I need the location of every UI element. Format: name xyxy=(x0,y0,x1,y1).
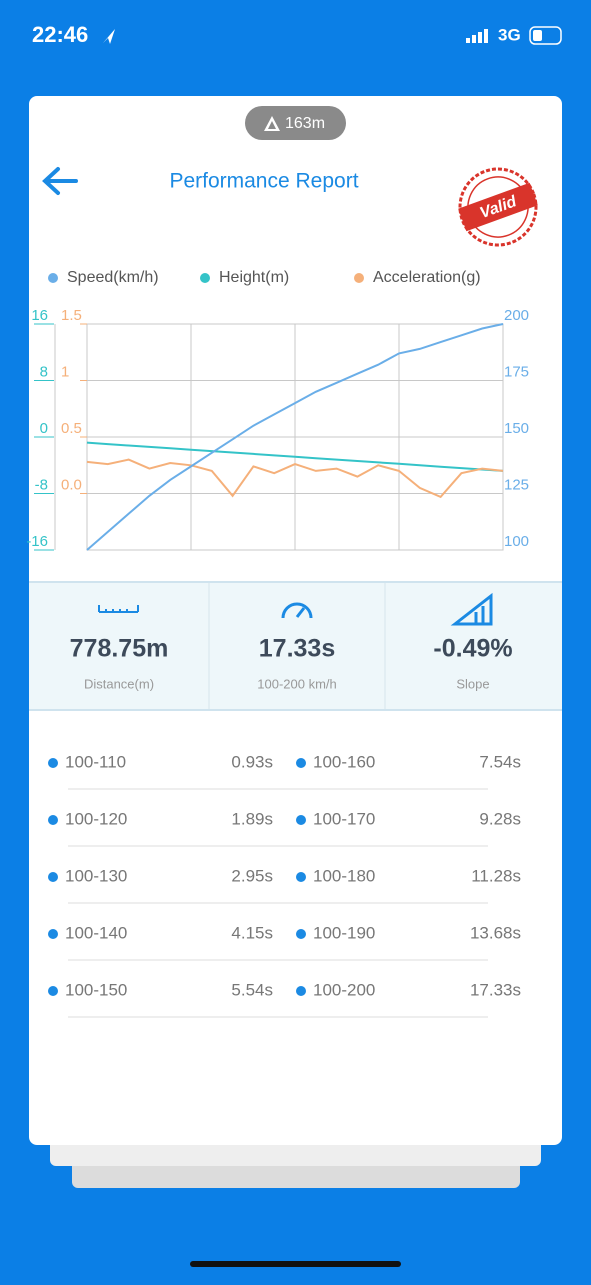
y2-tick-label: 150 xyxy=(504,420,529,437)
split-time: 2.95s xyxy=(231,866,273,885)
split-dot xyxy=(296,815,306,825)
y3-tick-label: 1 xyxy=(61,363,69,380)
y-tick-label: 0 xyxy=(40,420,48,437)
split-dot xyxy=(296,929,306,939)
split-dot xyxy=(296,758,306,768)
y2-tick-label: 125 xyxy=(504,476,529,493)
slope-icon xyxy=(450,592,493,626)
y-tick-label: -16 xyxy=(26,533,48,550)
signal-icon xyxy=(466,29,488,43)
location-icon xyxy=(103,29,115,44)
split-range: 100-110 xyxy=(65,752,126,771)
status-time: 22:46 xyxy=(32,22,88,47)
y-tick-label: 8 xyxy=(40,363,48,380)
stat-value: -0.49% xyxy=(433,635,512,663)
stat-label: Distance(m) xyxy=(84,676,154,691)
badge-text: 163m xyxy=(285,115,325,132)
split-time: 1.89s xyxy=(231,809,273,828)
status-network: 3G xyxy=(498,25,521,44)
y3-tick-label: 1.5 xyxy=(61,307,82,324)
home-indicator xyxy=(190,1261,401,1267)
split-dot xyxy=(48,758,58,768)
split-range: 100-130 xyxy=(65,866,127,885)
y3-tick-label: 0.5 xyxy=(61,420,82,437)
series-line xyxy=(86,441,504,472)
battery xyxy=(529,26,562,45)
y-tick-label: 16 xyxy=(31,307,48,324)
back-button[interactable] xyxy=(42,167,78,195)
legend-label: Speed(km/h) xyxy=(67,269,159,286)
split-dot xyxy=(48,986,58,996)
legend-label: Acceleration(g) xyxy=(373,269,481,286)
split-range: 100-180 xyxy=(313,866,375,885)
stat-label: 100-200 km/h xyxy=(257,676,337,691)
page-title: Performance Report xyxy=(169,170,358,193)
series-line xyxy=(86,458,504,499)
split-dot xyxy=(296,986,306,996)
split-range: 100-200 xyxy=(313,980,375,999)
split-time: 5.54s xyxy=(231,980,273,999)
split-time: 4.15s xyxy=(231,923,273,942)
split-dot xyxy=(48,872,58,882)
split-dot xyxy=(48,929,58,939)
y2-tick-label: 175 xyxy=(504,363,529,380)
split-range: 100-140 xyxy=(65,923,127,942)
y2-tick-label: 100 xyxy=(504,533,529,550)
stat-value: 778.75m xyxy=(70,635,169,663)
y3-tick-label: 0.0 xyxy=(61,476,82,493)
legend-marker xyxy=(354,273,364,283)
distance-icon xyxy=(98,605,139,613)
split-range: 100-160 xyxy=(313,752,375,771)
y2-tick-label: 200 xyxy=(504,307,529,324)
legend-marker xyxy=(48,273,58,283)
split-range: 100-150 xyxy=(65,980,127,999)
split-time: 0.93s xyxy=(231,752,273,771)
split-range: 100-170 xyxy=(313,809,375,828)
speed-icon-needle xyxy=(295,607,306,618)
split-time: 13.68s xyxy=(470,923,521,942)
split-dot xyxy=(48,815,58,825)
speed-icon xyxy=(281,602,313,619)
split-time: 17.33s xyxy=(470,980,521,999)
split-time: 7.54s xyxy=(479,752,521,771)
split-time: 9.28s xyxy=(479,809,521,828)
legend-label: Height(m) xyxy=(219,269,289,286)
battery-level xyxy=(533,30,542,41)
split-range: 100-190 xyxy=(313,923,375,942)
altitude-badge xyxy=(245,106,346,140)
split-range: 100-120 xyxy=(65,809,127,828)
split-time: 11.28s xyxy=(471,866,521,885)
series-line xyxy=(86,323,504,551)
stat-label: Slope xyxy=(456,676,489,691)
legend-marker xyxy=(200,273,210,283)
split-dot xyxy=(296,872,306,882)
mountain-icon xyxy=(264,116,280,131)
y-tick-label: -8 xyxy=(35,476,48,493)
stat-value: 17.33s xyxy=(259,635,335,663)
